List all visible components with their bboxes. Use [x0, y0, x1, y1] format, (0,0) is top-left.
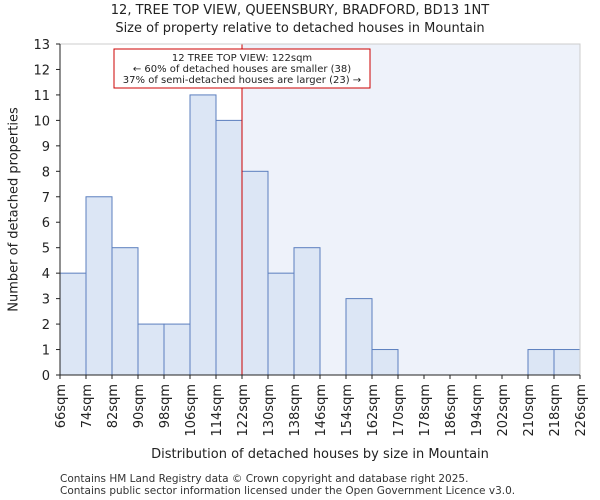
x-tick-label-74sqm: 74sqm — [80, 384, 95, 428]
bar-82sqm — [111, 247, 139, 376]
x-tick-label-106sqm: 106sqm — [184, 384, 199, 437]
y-tick-label-10: 10 — [33, 114, 50, 129]
y-tick-label-11: 11 — [33, 89, 50, 104]
x-tick-label-82sqm: 82sqm — [106, 384, 121, 428]
y-tick-label-6: 6 — [42, 216, 50, 231]
bar-74sqm — [85, 196, 113, 376]
y-tick-label-5: 5 — [42, 242, 50, 257]
x-tick-label-154sqm: 154sqm — [340, 384, 355, 437]
y-tick-label-3: 3 — [42, 293, 50, 308]
x-tick-label-194sqm: 194sqm — [470, 384, 485, 437]
x-tick-label-210sqm: 210sqm — [522, 384, 537, 437]
x-tick-label-146sqm: 146sqm — [314, 384, 329, 437]
x-tick-label-218sqm: 218sqm — [548, 384, 563, 437]
y-tick-label-0: 0 — [42, 369, 50, 384]
bar-114sqm — [215, 119, 243, 376]
x-tick-label-202sqm: 202sqm — [496, 384, 511, 437]
annotation-border — [113, 48, 371, 89]
bar-162sqm — [371, 349, 399, 376]
bar-66sqm — [59, 272, 87, 376]
y-tick-label-13: 13 — [33, 38, 50, 53]
bar-138sqm — [293, 247, 321, 376]
y-tick-label-4: 4 — [42, 267, 50, 282]
y-tick-label-7: 7 — [42, 191, 50, 206]
annotation-line-3: 37% of semi-detached houses are larger (… — [123, 75, 361, 86]
x-axis-label: Distribution of detached houses by size … — [151, 447, 489, 462]
bar-130sqm — [267, 272, 295, 376]
x-tick-label-178sqm: 178sqm — [418, 384, 433, 437]
y-tick-label-12: 12 — [33, 63, 50, 78]
y-tick-label-9: 9 — [42, 140, 50, 155]
bar-90sqm — [137, 323, 165, 376]
y-tick-label-2: 2 — [42, 318, 50, 333]
annotation-line-1: 12 TREE TOP VIEW: 122sqm — [172, 53, 312, 64]
annotation-box: 12 TREE TOP VIEW: 122sqm ← 60% of detach… — [113, 48, 371, 89]
x-tick-label-122sqm: 122sqm — [236, 384, 251, 437]
y-axis-label: Number of detached properties — [7, 107, 22, 312]
bar-218sqm — [553, 349, 581, 376]
x-tick-label-162sqm: 162sqm — [366, 384, 381, 437]
bar-106sqm — [189, 94, 217, 376]
bar-154sqm — [345, 298, 373, 376]
x-ticks: 66sqm 74sqm 82sqm 90sqm 98sqm 106sqm 114sqm 122… — [54, 375, 589, 437]
bar-98sqm — [163, 323, 191, 376]
x-tick-label-130sqm: 130sqm — [262, 384, 277, 437]
x-tick-label-170sqm: 170sqm — [392, 384, 407, 437]
y-tick-label-8: 8 — [42, 165, 50, 180]
y-tick-label-1: 1 — [42, 344, 50, 359]
bars-group — [59, 94, 581, 376]
bar-122sqm — [241, 170, 269, 376]
x-tick-label-66sqm: 66sqm — [54, 384, 69, 428]
chart-subtitle: Size of property relative to detached ho… — [115, 21, 485, 36]
x-tick-label-138sqm: 138sqm — [288, 384, 303, 437]
x-tick-label-114sqm: 114sqm — [210, 384, 225, 437]
footer-licence: Contains public sector information licen… — [60, 485, 516, 497]
footer-copyright: Contains HM Land Registry data © Crown c… — [60, 473, 469, 485]
annotation-line-2: ← 60% of detached houses are smaller (38… — [133, 64, 351, 75]
x-tick-label-90sqm: 90sqm — [132, 384, 147, 428]
chart-title: 12, TREE TOP VIEW, QUEENSBURY, BRADFORD,… — [110, 3, 490, 18]
bar-210sqm — [527, 349, 555, 376]
x-tick-label-186sqm: 186sqm — [444, 384, 459, 437]
x-tick-label-226sqm: 226sqm — [574, 384, 589, 437]
x-tick-label-98sqm: 98sqm — [158, 384, 173, 428]
